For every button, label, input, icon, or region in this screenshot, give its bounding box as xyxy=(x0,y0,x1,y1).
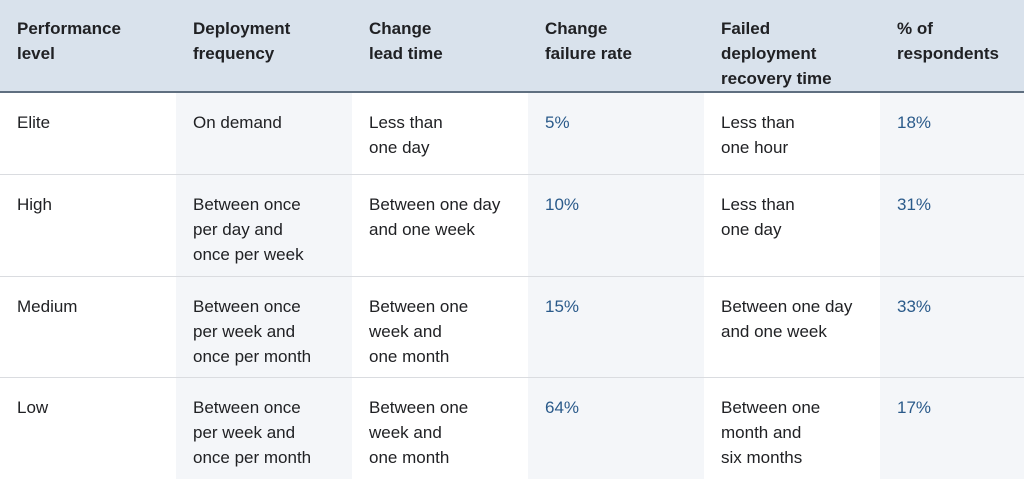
header-percent-respondents: % of respondents xyxy=(880,0,1024,93)
header-row: Performance level Deployment frequency C… xyxy=(0,0,1024,93)
header-change-failure-rate: Change failure rate xyxy=(528,0,704,93)
cell-line: Less than xyxy=(369,113,443,132)
cell-line: Low xyxy=(17,397,49,417)
performance-table: Performance level Deployment frequency C… xyxy=(0,0,1024,479)
cell-recovery-time: Less than one day xyxy=(704,174,880,277)
cell-line: Between one day xyxy=(369,194,501,214)
cell-line: On demand xyxy=(193,113,282,132)
header-line: level xyxy=(17,44,55,63)
cell-line: 64% xyxy=(545,397,580,417)
cell-lead-time: Between one day and one week xyxy=(352,174,528,277)
cell-line: 33% xyxy=(897,296,932,316)
cell-deployment-frequency: Between once per week and once per month xyxy=(176,276,352,378)
cell-respondents: 33% xyxy=(880,276,1024,378)
cell-line: 5% xyxy=(545,113,570,132)
cell-line: Between one xyxy=(721,397,821,417)
table-row-high: High Between once per day and once per w… xyxy=(0,174,1024,277)
cell-level: Low xyxy=(0,377,176,479)
cell-line: and one week xyxy=(721,321,827,341)
cell-line: Elite xyxy=(17,113,51,132)
header-line: respondents xyxy=(897,44,1000,63)
cell-line: 17% xyxy=(897,397,932,417)
cell-line: and one week xyxy=(369,219,475,239)
header-deployment-frequency: Deployment frequency xyxy=(176,0,352,93)
cell-line: month and xyxy=(721,422,802,442)
cell-lead-time: Between one week and one month xyxy=(352,276,528,378)
cell-line: Medium xyxy=(17,296,78,316)
header-line: Performance xyxy=(17,19,121,38)
cell-deployment-frequency: On demand xyxy=(176,92,352,175)
cell-line: one day xyxy=(721,219,782,239)
cell-respondents: 31% xyxy=(880,174,1024,277)
cell-line: one month xyxy=(369,447,450,467)
cell-line: Less than xyxy=(721,113,795,132)
header-line: frequency xyxy=(193,44,275,63)
cell-lead-time: Between one week and one month xyxy=(352,377,528,479)
cell-failure-rate: 5% xyxy=(528,92,704,175)
cell-line: 10% xyxy=(545,194,580,214)
cell-line: Between one xyxy=(369,296,469,316)
cell-failure-rate: 64% xyxy=(528,377,704,479)
cell-line: Between once xyxy=(193,397,301,417)
cell-line: one month xyxy=(369,346,450,366)
cell-respondents: 17% xyxy=(880,377,1024,479)
header-line: lead time xyxy=(369,44,443,63)
cell-line: once per month xyxy=(193,346,312,366)
table-row-medium: Medium Between once per week and once pe… xyxy=(0,276,1024,378)
header-line: Change xyxy=(369,19,432,38)
cell-line: once per week xyxy=(193,244,304,264)
header-line: recovery time xyxy=(721,69,832,88)
cell-line: six months xyxy=(721,447,803,467)
cell-line: Between once xyxy=(193,194,301,214)
cell-level: High xyxy=(0,174,176,277)
cell-recovery-time: Less than one hour xyxy=(704,92,880,175)
cell-line: Between one xyxy=(369,397,469,417)
cell-line: one hour xyxy=(721,138,789,157)
cell-lead-time: Less than one day xyxy=(352,92,528,175)
cell-line: Between once xyxy=(193,296,301,316)
cell-line: once per month xyxy=(193,447,312,467)
table-row-low: Low Between once per week and once per m… xyxy=(0,377,1024,479)
header-line: Deployment xyxy=(193,19,291,38)
cell-respondents: 18% xyxy=(880,92,1024,175)
cell-line: per week and xyxy=(193,321,296,341)
cell-line: High xyxy=(17,194,52,214)
cell-line: 18% xyxy=(897,113,932,132)
header-performance-level: Performance level xyxy=(0,0,176,93)
cell-line: week and xyxy=(369,422,442,442)
cell-line: per week and xyxy=(193,422,296,442)
header-change-lead-time: Change lead time xyxy=(352,0,528,93)
cell-failure-rate: 15% xyxy=(528,276,704,378)
header-line: Failed xyxy=(721,19,771,38)
cell-failure-rate: 10% xyxy=(528,174,704,277)
cell-line: week and xyxy=(369,321,442,341)
cell-level: Medium xyxy=(0,276,176,378)
header-line: % of xyxy=(897,19,933,38)
cell-line: per day and xyxy=(193,219,283,239)
cell-recovery-time: Between one month and six months xyxy=(704,377,880,479)
cell-deployment-frequency: Between once per week and once per month xyxy=(176,377,352,479)
header-recovery-time: Failed deployment recovery time xyxy=(704,0,880,93)
cell-line: 15% xyxy=(545,296,580,316)
table-row-elite: Elite On demand Less than one day 5% Les… xyxy=(0,92,1024,175)
cell-recovery-time: Between one day and one week xyxy=(704,276,880,378)
cell-line: 31% xyxy=(897,194,932,214)
cell-line: Between one day xyxy=(721,296,853,316)
cell-line: Less than xyxy=(721,194,795,214)
header-line: deployment xyxy=(721,44,817,63)
header-line: failure rate xyxy=(545,44,632,63)
header-line: Change xyxy=(545,19,608,38)
cell-level: Elite xyxy=(0,92,176,175)
cell-line: one day xyxy=(369,138,430,157)
cell-deployment-frequency: Between once per day and once per week xyxy=(176,174,352,277)
